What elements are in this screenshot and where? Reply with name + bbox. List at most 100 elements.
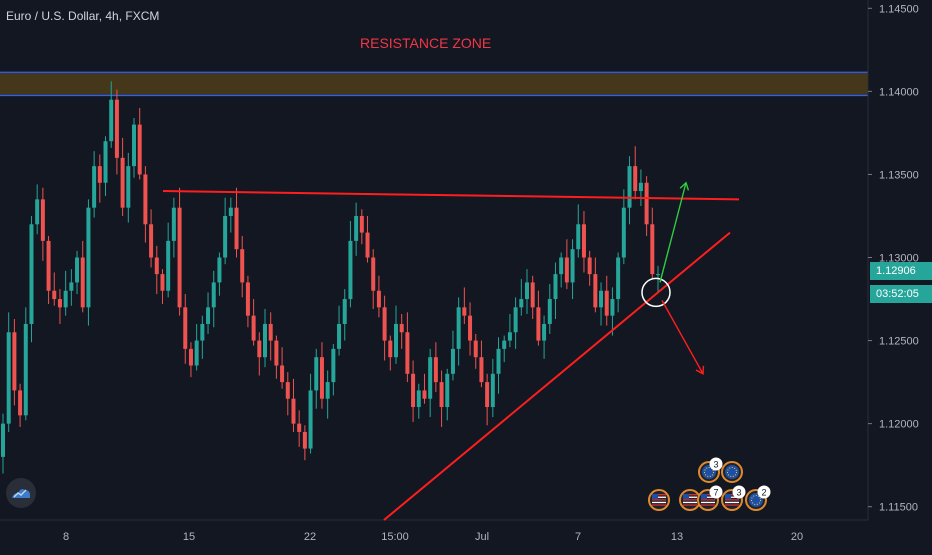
candle-body bbox=[348, 240, 353, 300]
candle-body bbox=[337, 323, 342, 349]
candle-body bbox=[536, 307, 541, 341]
x-tick-label: 15 bbox=[183, 531, 195, 543]
candle-body bbox=[257, 340, 262, 358]
candle-body bbox=[371, 257, 376, 291]
candle-body bbox=[422, 390, 427, 399]
candle-body bbox=[285, 382, 290, 399]
x-tick-label: 8 bbox=[63, 531, 69, 543]
candle-body bbox=[274, 340, 279, 366]
candle-body bbox=[496, 348, 501, 374]
candle-body bbox=[388, 340, 393, 358]
candle-body bbox=[638, 182, 643, 192]
candle-body bbox=[553, 274, 558, 300]
candle-body bbox=[610, 299, 615, 316]
event-count-badge-text: 3 bbox=[713, 460, 718, 470]
candle-body bbox=[331, 348, 336, 383]
candle-body bbox=[564, 257, 569, 283]
candle-body bbox=[114, 99, 119, 158]
ascending-support-line[interactable] bbox=[383, 231, 731, 521]
us-flag-stripe bbox=[701, 499, 715, 501]
candle-body bbox=[428, 357, 433, 399]
candle-body bbox=[604, 290, 609, 316]
candle-body bbox=[97, 166, 102, 183]
candle-body bbox=[86, 207, 91, 308]
candle-body bbox=[644, 182, 649, 225]
candle-body bbox=[46, 240, 51, 291]
candle-body bbox=[530, 282, 535, 308]
candle-body bbox=[263, 323, 267, 358]
candle-body bbox=[633, 166, 638, 192]
us-flag-stripe bbox=[683, 496, 697, 498]
candle-body bbox=[240, 249, 245, 283]
candle-body bbox=[23, 323, 28, 416]
candle-body bbox=[445, 373, 450, 408]
candle-body bbox=[450, 348, 455, 374]
candle-body bbox=[576, 224, 581, 250]
us-flag-canton bbox=[652, 494, 658, 499]
candle-body bbox=[245, 282, 250, 316]
candle-body bbox=[473, 340, 478, 358]
event-count-badge-text: 3 bbox=[736, 488, 741, 498]
us-flag-stripe bbox=[683, 499, 697, 501]
symbol-title: Euro / U.S. Dollar, 4h, FXCM bbox=[6, 9, 160, 23]
y-tick-label: 1.12000 bbox=[879, 419, 919, 431]
candle-body bbox=[12, 332, 17, 391]
candle-body bbox=[183, 307, 188, 349]
candle-body bbox=[405, 332, 410, 374]
candle-body bbox=[513, 307, 518, 333]
x-tick-label: Jul bbox=[475, 531, 489, 543]
us-flag-stripe bbox=[683, 494, 697, 496]
candle-body bbox=[18, 390, 23, 416]
candle-body bbox=[194, 340, 199, 366]
candle-body bbox=[92, 166, 97, 208]
candle-body bbox=[382, 307, 387, 341]
candle-body bbox=[63, 290, 68, 308]
candle-body bbox=[376, 290, 381, 308]
candle-body bbox=[223, 215, 228, 258]
us-flag-stripe bbox=[725, 504, 739, 506]
candle-body bbox=[485, 382, 490, 408]
candle-body bbox=[234, 207, 239, 250]
candle-body bbox=[297, 423, 302, 432]
y-tick-label: 1.11500 bbox=[879, 502, 918, 514]
us-flag-stripe bbox=[725, 494, 739, 496]
candle-body bbox=[559, 257, 564, 275]
candle-body bbox=[126, 166, 131, 208]
us-flag-stripe bbox=[652, 499, 666, 501]
candle-body bbox=[280, 365, 285, 383]
horizontal-resistance-line[interactable] bbox=[162, 190, 740, 201]
candle-body bbox=[52, 290, 57, 300]
candle-body bbox=[468, 315, 473, 341]
us-flag-stripe bbox=[701, 496, 715, 498]
candle-body bbox=[439, 382, 444, 408]
cloud-chart-icon bbox=[7, 479, 35, 507]
candle-body bbox=[314, 357, 319, 391]
candle-body bbox=[69, 282, 74, 291]
candle-body bbox=[627, 166, 632, 208]
us-flag-stripe bbox=[725, 501, 739, 504]
y-tick-label: 1.13000 bbox=[879, 253, 919, 265]
y-tick-label: 1.13500 bbox=[879, 169, 919, 181]
us-flag-stripe bbox=[725, 499, 739, 501]
candle-body bbox=[365, 232, 370, 258]
us-flag-stripe bbox=[652, 494, 666, 496]
candle-body bbox=[166, 240, 171, 291]
event-count-badge bbox=[709, 457, 723, 471]
candle-body bbox=[394, 323, 398, 358]
candle-body bbox=[211, 282, 216, 308]
candle-body bbox=[599, 290, 604, 308]
candle-body bbox=[160, 274, 165, 291]
us-flag-stripe bbox=[683, 504, 697, 506]
candle-body bbox=[479, 357, 484, 383]
candle-body bbox=[143, 174, 148, 225]
us-flag-canton bbox=[701, 494, 707, 499]
highlight-circle bbox=[641, 277, 671, 308]
us-flag-stripe bbox=[701, 494, 715, 496]
us-flag-stripe bbox=[652, 496, 666, 498]
candle-body bbox=[342, 299, 347, 324]
us-flag-stripe bbox=[725, 496, 739, 498]
tradingview-logo[interactable] bbox=[6, 478, 36, 508]
us-flag-canton bbox=[683, 494, 689, 499]
